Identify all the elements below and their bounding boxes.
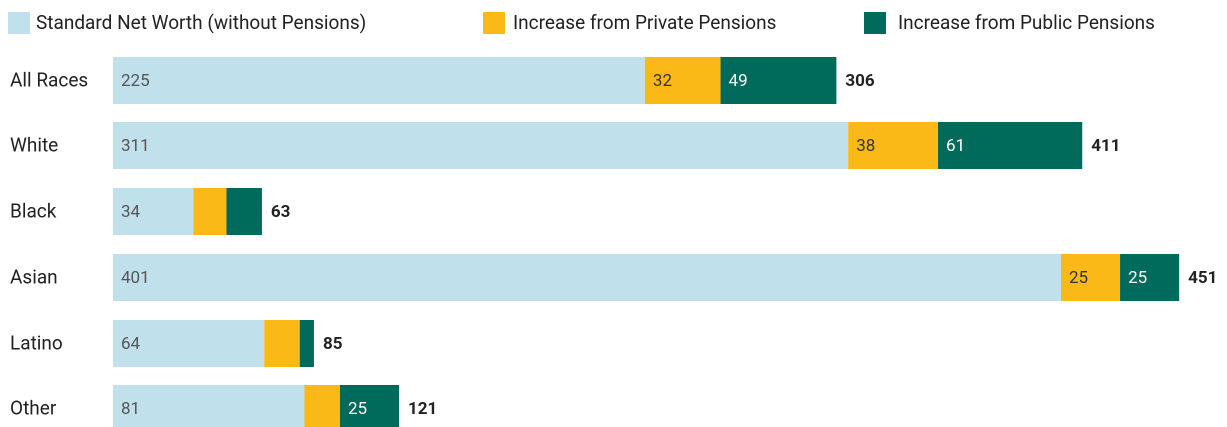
value-label: 61 — [946, 136, 965, 156]
bar-segment — [226, 188, 262, 235]
bar-segment — [938, 122, 1083, 169]
legend-label: Increase from Private Pensions — [513, 11, 776, 34]
value-label: 32 — [653, 71, 672, 91]
legend-swatch — [8, 12, 30, 34]
bar-segment — [113, 254, 1061, 301]
bar-segment — [848, 122, 939, 169]
bar-segment — [339, 385, 400, 427]
bar-segment — [1060, 254, 1121, 301]
bar-segment — [193, 188, 227, 235]
legend-swatch — [864, 12, 886, 34]
total-label: 411 — [1091, 136, 1120, 156]
category-label: Black — [10, 200, 57, 223]
category-label: Asian — [10, 266, 58, 289]
value-label: 25 — [1069, 268, 1088, 288]
bar-segment — [113, 385, 305, 427]
total-label: 85 — [323, 334, 343, 354]
bar-segment — [1120, 254, 1180, 301]
value-label: 25 — [348, 399, 367, 419]
bar-segment — [113, 57, 645, 104]
legend-label: Standard Net Worth (without Pensions) — [36, 11, 366, 34]
legend-label: Increase from Public Pensions — [898, 11, 1155, 34]
bar-segment — [113, 320, 265, 367]
bar-segment — [299, 320, 314, 367]
value-label: 25 — [1128, 268, 1147, 288]
category-label: All Races — [10, 69, 88, 92]
total-label: 121 — [408, 399, 437, 419]
total-label: 451 — [1188, 268, 1217, 288]
category-label: White — [10, 134, 58, 157]
bar-segment — [264, 320, 300, 367]
value-label: 311 — [121, 136, 150, 156]
total-label: 306 — [845, 71, 875, 91]
category-label: Latino — [10, 332, 63, 355]
value-label: 64 — [121, 334, 141, 354]
value-label: 34 — [121, 202, 141, 222]
value-label: 81 — [121, 399, 140, 419]
bar-segment — [113, 188, 194, 235]
bar-segment — [720, 57, 837, 104]
value-label: 225 — [121, 71, 150, 91]
bar-segment — [113, 122, 849, 169]
bar-segment — [644, 57, 721, 104]
legend-swatch — [483, 12, 505, 34]
value-label: 401 — [121, 268, 150, 288]
total-label: 63 — [271, 202, 291, 222]
category-label: Other — [10, 397, 57, 420]
bar-segment — [304, 385, 340, 427]
value-label: 49 — [729, 71, 748, 91]
value-label: 38 — [856, 136, 875, 156]
